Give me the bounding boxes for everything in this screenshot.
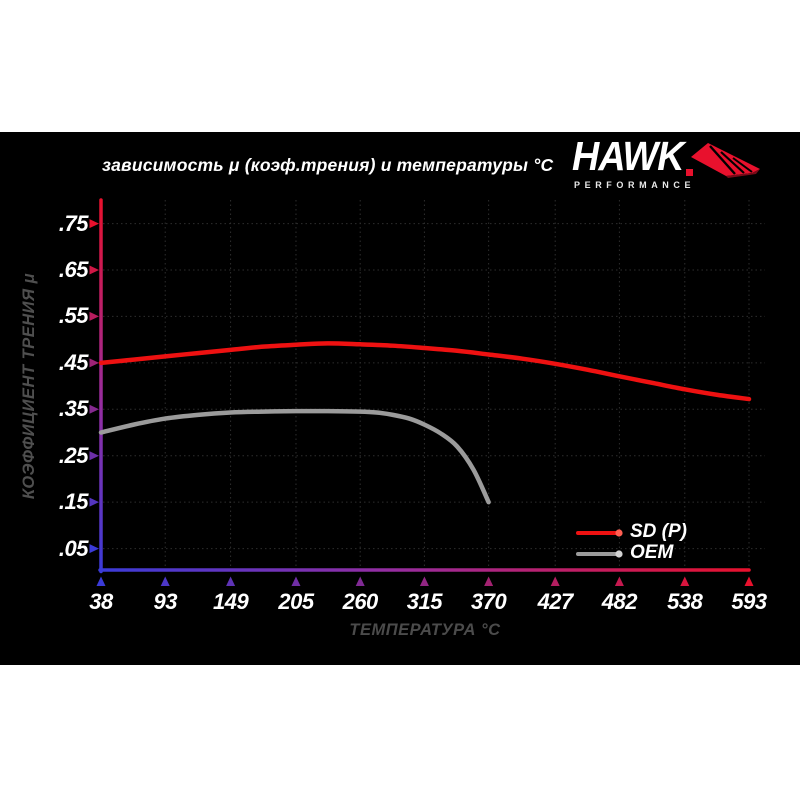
x-tick-arrow-icon	[291, 576, 301, 586]
y-tick-label: .05	[58, 535, 89, 561]
x-tick-label: 149	[212, 589, 249, 614]
x-tick-arrow-icon	[226, 576, 236, 586]
x-axis-title: ТЕМПЕРАТУРА °C	[349, 621, 501, 639]
x-tick-arrow-icon	[419, 576, 429, 586]
y-tick-arrow-icon	[89, 219, 99, 229]
x-tick-arrow-icon	[614, 576, 624, 586]
x-tick-arrow-icon	[550, 576, 560, 586]
x-tick-arrow-icon	[96, 576, 106, 586]
series-curves	[98, 341, 752, 505]
legend-swatches	[576, 529, 623, 558]
x-tick-label: 315	[406, 589, 443, 614]
logo-performance-text: PERFORMANCE	[574, 180, 696, 190]
y-tick-arrow-icon	[89, 265, 99, 275]
y-tick-arrow-icon	[89, 404, 99, 414]
hawk-logo: HAWK PERFORMANCE	[562, 133, 764, 199]
x-tick-label: 38	[89, 589, 113, 614]
legend-dot-icon	[615, 529, 623, 537]
y-tick-label: .15	[58, 489, 89, 515]
y-tick-arrow-icon	[89, 497, 99, 507]
y-tick-label: .25	[58, 442, 89, 468]
x-tick-label: 593	[731, 589, 767, 614]
y-tick-arrow-icon	[89, 451, 99, 461]
x-tick-label: 538	[667, 589, 703, 614]
logo-red-dot	[686, 169, 693, 176]
y-tick-arrow-icon	[89, 544, 99, 554]
y-tick-label: .75	[58, 210, 89, 236]
x-tick-label: 260	[342, 589, 379, 614]
x-tick-label: 93	[153, 589, 177, 614]
chart-panel	[0, 132, 800, 665]
y-tick-arrow-icon	[89, 311, 99, 321]
x-tick-arrow-icon	[484, 576, 494, 586]
y-tick-arrow-icon	[89, 358, 99, 368]
y-tick-label: .35	[58, 396, 89, 422]
x-tick-label: 205	[278, 589, 314, 614]
x-tick-arrow-icon	[680, 576, 690, 586]
logo-wing-icon	[691, 143, 760, 178]
x-tick-arrow-icon	[744, 576, 754, 586]
x-tick-arrow-icon	[160, 576, 170, 586]
legend-label-sd-p: SD (P)	[630, 521, 687, 542]
y-tick-label: .55	[58, 303, 89, 329]
x-tick-label: 482	[601, 589, 638, 614]
grid-lines	[103, 200, 765, 568]
x-tick-arrow-icon	[355, 576, 365, 586]
chart-title: зависимость μ (коэф.трения) и температур…	[102, 155, 554, 175]
y-tick-label: .45	[58, 349, 89, 375]
logo-brand-text: HAWK	[572, 133, 684, 179]
x-tick-label: 370	[471, 589, 507, 614]
x-tick-label: 427	[537, 589, 574, 614]
tick-arrows	[89, 219, 754, 586]
legend-dot-icon	[615, 550, 623, 558]
axis-lines	[98, 198, 751, 574]
series-line-oem	[98, 408, 491, 505]
series-line-sd-p-	[98, 341, 752, 402]
legend-label-oem: OEM	[630, 542, 674, 563]
y-tick-label: .65	[58, 257, 89, 282]
